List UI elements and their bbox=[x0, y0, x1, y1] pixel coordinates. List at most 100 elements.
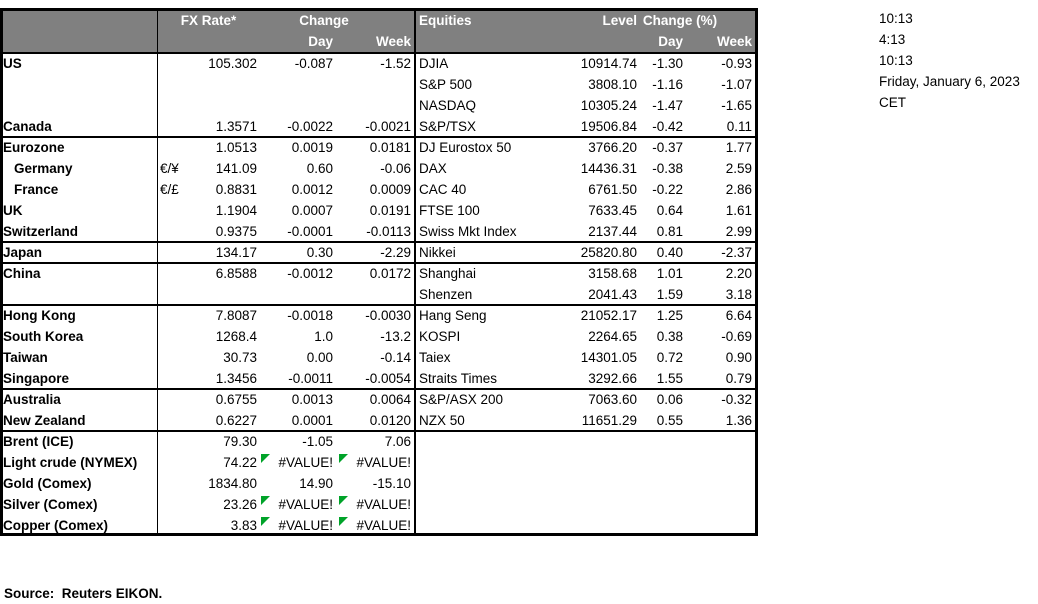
equity-level-cell[interactable]: 3808.10 bbox=[588, 77, 637, 92]
fx-rate-cell[interactable]: 74.22 bbox=[223, 455, 257, 470]
time-line-2[interactable]: 4:13 bbox=[879, 32, 906, 47]
country-cell[interactable]: Germany bbox=[14, 161, 73, 176]
country-cell[interactable] bbox=[3, 95, 155, 116]
fx-day-change-cell[interactable]: -1.05 bbox=[302, 434, 333, 449]
fx-day-change-cell[interactable]: 1.0 bbox=[314, 329, 333, 344]
fx-day-change-cell[interactable]: -0.0018 bbox=[287, 308, 333, 323]
equity-level-cell[interactable]: 19506.84 bbox=[580, 119, 637, 134]
equity-week-change-cell[interactable]: -1.65 bbox=[721, 98, 752, 113]
equity-day-change-cell[interactable]: -0.38 bbox=[652, 161, 683, 176]
fx-rate-cell[interactable]: 0.9375 bbox=[215, 224, 257, 239]
equity-day-change-cell[interactable]: -1.16 bbox=[652, 77, 683, 92]
equity-week-change-cell[interactable]: 0.79 bbox=[725, 371, 752, 386]
equity-level-cell[interactable]: 2264.65 bbox=[588, 329, 637, 344]
fx-rate-cell[interactable]: 7.8087 bbox=[215, 308, 257, 323]
equity-level-cell[interactable]: 2041.43 bbox=[588, 287, 637, 302]
equity-day-change-cell[interactable]: 0.64 bbox=[656, 203, 683, 218]
fx-day-change-cell[interactable] bbox=[258, 284, 333, 305]
equities-day-column-header[interactable]: Day bbox=[658, 34, 683, 49]
equity-week-change-cell[interactable]: 2.99 bbox=[725, 224, 752, 239]
equity-week-change-cell[interactable]: -2.37 bbox=[721, 245, 752, 260]
equity-level-cell[interactable]: 2137.44 bbox=[588, 224, 637, 239]
fx-day-change-cell[interactable]: -0.0022 bbox=[287, 119, 333, 134]
country-cell[interactable]: Switzerland bbox=[3, 224, 79, 239]
country-cell[interactable]: Hong Kong bbox=[3, 308, 76, 323]
fx-week-change-cell[interactable]: #VALUE! bbox=[336, 494, 411, 515]
equity-day-change-cell[interactable]: 0.81 bbox=[656, 224, 683, 239]
equity-day-change-cell[interactable]: 1.01 bbox=[656, 266, 683, 281]
equity-name-cell[interactable]: Taiex bbox=[419, 350, 451, 365]
fx-week-change-cell[interactable]: -1.52 bbox=[380, 56, 411, 71]
country-cell[interactable]: Copper (Comex) bbox=[3, 518, 109, 533]
fx-week-change-cell[interactable] bbox=[336, 74, 411, 95]
equity-day-change-cell[interactable]: -0.37 bbox=[652, 140, 683, 155]
fx-rate-cell[interactable]: 0.6755 bbox=[215, 392, 257, 407]
fx-rate-column-header[interactable]: FX Rate* bbox=[180, 13, 237, 28]
fx-week-column-header[interactable]: Week bbox=[375, 34, 411, 49]
fx-rate-cell[interactable]: 0.8831 bbox=[215, 182, 257, 197]
fx-day-change-cell[interactable]: #VALUE! bbox=[258, 515, 333, 536]
fx-rate-cell[interactable]: 134.17 bbox=[215, 245, 257, 260]
fx-week-change-cell[interactable]: 0.0181 bbox=[369, 140, 411, 155]
equity-name-cell[interactable]: DJ Eurostox 50 bbox=[419, 140, 512, 155]
fx-day-change-cell[interactable]: 0.0019 bbox=[291, 140, 333, 155]
fx-rate-cell[interactable]: 105.302 bbox=[208, 56, 257, 71]
equity-week-change-cell[interactable]: 1.77 bbox=[725, 140, 752, 155]
equity-week-change-cell[interactable]: -1.07 bbox=[721, 77, 752, 92]
fx-rate-cell[interactable]: 30.73 bbox=[223, 350, 257, 365]
equity-week-change-cell[interactable]: 6.64 bbox=[725, 308, 752, 323]
equity-week-change-cell[interactable]: -0.69 bbox=[721, 329, 752, 344]
equity-name-cell[interactable]: Nikkei bbox=[419, 245, 456, 260]
country-cell[interactable]: Taiwan bbox=[3, 350, 48, 365]
equity-level-cell[interactable]: 3292.66 bbox=[588, 371, 637, 386]
country-cell[interactable]: UK bbox=[3, 203, 23, 218]
fx-rate-cell[interactable]: 1834.80 bbox=[208, 476, 257, 491]
date-line[interactable]: Friday, January 6, 2023 bbox=[879, 74, 1020, 89]
equity-name-cell[interactable]: Hang Seng bbox=[419, 308, 487, 323]
fx-day-change-cell[interactable]: -0.0001 bbox=[287, 224, 333, 239]
fx-day-change-cell[interactable]: -0.087 bbox=[294, 56, 333, 71]
equity-week-change-cell[interactable]: 0.90 bbox=[725, 350, 752, 365]
fx-week-change-cell[interactable]: 0.0120 bbox=[369, 413, 411, 428]
equity-day-change-cell[interactable]: -0.42 bbox=[652, 119, 683, 134]
equity-week-change-cell[interactable]: 0.11 bbox=[726, 119, 752, 134]
country-cell[interactable]: New Zealand bbox=[3, 413, 86, 428]
fx-day-change-cell[interactable]: 0.00 bbox=[306, 350, 333, 365]
fx-week-change-cell[interactable]: #VALUE! bbox=[336, 452, 411, 473]
country-cell[interactable]: South Korea bbox=[3, 329, 84, 344]
fx-rate-cell[interactable]: 6.8588 bbox=[215, 266, 257, 281]
equity-week-change-cell[interactable]: -0.93 bbox=[721, 56, 752, 71]
fx-week-change-cell[interactable]: -2.29 bbox=[380, 245, 411, 260]
equity-day-change-cell[interactable]: -1.47 bbox=[652, 98, 683, 113]
country-cell[interactable]: Eurozone bbox=[3, 140, 65, 155]
fx-day-change-cell[interactable]: 0.0013 bbox=[291, 392, 333, 407]
fx-rate-cell[interactable]: 1.0513 bbox=[215, 140, 257, 155]
equity-name-cell[interactable]: S&P/TSX bbox=[419, 119, 477, 134]
fx-day-change-cell[interactable]: -0.0012 bbox=[287, 266, 333, 281]
fx-rate-cell[interactable] bbox=[157, 284, 257, 305]
equity-level-cell[interactable]: 14301.05 bbox=[580, 350, 637, 365]
equities-week-column-header[interactable]: Week bbox=[716, 34, 752, 49]
fx-rate-cell[interactable]: 1.3456 bbox=[215, 371, 257, 386]
fx-week-change-cell[interactable]: -0.0021 bbox=[365, 119, 411, 134]
fx-week-change-cell[interactable]: -0.14 bbox=[380, 350, 411, 365]
fx-day-change-cell[interactable]: 0.0001 bbox=[291, 413, 333, 428]
fx-week-change-cell[interactable]: -15.10 bbox=[372, 476, 411, 491]
equity-level-cell[interactable]: 7633.45 bbox=[588, 203, 637, 218]
fx-rate-cell[interactable]: 0.6227 bbox=[215, 413, 257, 428]
equity-name-cell[interactable]: DAX bbox=[419, 161, 447, 176]
equities-column-header[interactable]: Equities bbox=[419, 13, 472, 28]
country-cell[interactable] bbox=[3, 74, 155, 95]
source-line[interactable]: Source: Reuters EIKON. bbox=[4, 586, 163, 601]
equity-name-cell[interactable]: Swiss Mkt Index bbox=[419, 224, 517, 239]
fx-day-change-cell[interactable] bbox=[258, 74, 333, 95]
country-cell[interactable]: Silver (Comex) bbox=[3, 497, 98, 512]
country-cell[interactable]: Japan bbox=[3, 245, 43, 260]
equity-name-cell[interactable]: CAC 40 bbox=[419, 182, 467, 197]
fx-rate-cell[interactable]: 141.09 bbox=[215, 161, 257, 176]
fx-rate-cell[interactable]: 23.26 bbox=[223, 497, 257, 512]
fx-week-change-cell[interactable]: -0.0113 bbox=[366, 224, 411, 239]
equity-name-cell[interactable]: DJIA bbox=[419, 56, 449, 71]
fx-week-change-cell[interactable]: -0.0054 bbox=[365, 371, 411, 386]
equity-level-cell[interactable]: 14436.31 bbox=[580, 161, 637, 176]
